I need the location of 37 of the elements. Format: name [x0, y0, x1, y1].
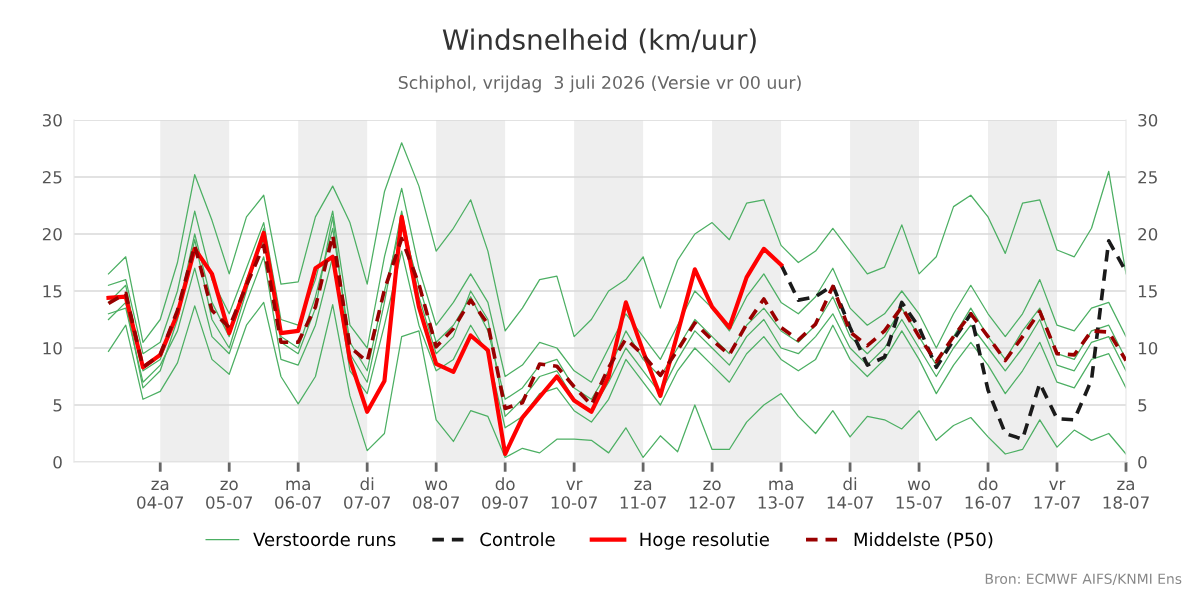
y-tick-label: 20 — [42, 227, 62, 241]
y-tick-label: 0 — [53, 455, 62, 469]
x-tick-label: za 11-07 — [620, 480, 666, 509]
y-tick-label: 15 — [43, 285, 62, 298]
x-tick-label: di 14-07 — [827, 477, 873, 509]
x-tick-label: vr 17-07 — [1034, 480, 1080, 509]
x-tick-label: ma 13-07 — [758, 480, 804, 509]
x-tick-label: vr 10-07 — [551, 480, 597, 509]
legend-label: Hoge resolutie — [640, 532, 769, 550]
y2-tick-label: 20 — [1138, 227, 1158, 241]
x-tick-label: wo 08-07 — [413, 480, 459, 509]
y2-tick-label: 25 — [1138, 170, 1157, 184]
legend-label: Middelste (P50) — [854, 532, 993, 549]
y-tick-label: 5 — [53, 399, 62, 412]
legend-label: Controle — [480, 532, 555, 547]
chart-subtitle: Schiphol, vrijdag 3 juli 2026 (Versie vr 00 uur) — [398, 75, 801, 93]
y2-tick-label: 0 — [1138, 455, 1147, 469]
y2-tick-label: 30 — [1138, 113, 1158, 127]
y-tick-label: 25 — [42, 170, 62, 184]
y2-tick-label: 15 — [1138, 285, 1157, 298]
x-tick-label: do 09-07 — [482, 477, 528, 509]
y2-tick-label: 10 — [1138, 341, 1158, 355]
legend-label: Verstoorde runs — [253, 532, 396, 547]
line-series — [779, 239, 1126, 442]
y-tick-label: 10 — [43, 341, 62, 355]
y-tick-label: 30 — [42, 113, 62, 127]
x-tick-label: zo 05-07 — [206, 480, 252, 509]
chart-title: Windsnelheid (km/uur) — [442, 28, 756, 54]
x-tick-label: do 16-07 — [965, 477, 1011, 509]
x-tick-label: ma 06-07 — [275, 480, 321, 509]
text: Bron: ECMWF AIFS/KNMI Ens — [985, 573, 1182, 586]
x-tick-label: zo 12-07 — [689, 480, 735, 509]
x-tick-label: za 04-07 — [137, 480, 184, 509]
y2-tick-label: 5 — [1138, 399, 1147, 412]
x-tick-label: di 07-07 — [344, 477, 390, 509]
x-tick-label: wo 15-07 — [896, 480, 942, 509]
x-tick-label: za 18-07 — [1103, 480, 1149, 509]
